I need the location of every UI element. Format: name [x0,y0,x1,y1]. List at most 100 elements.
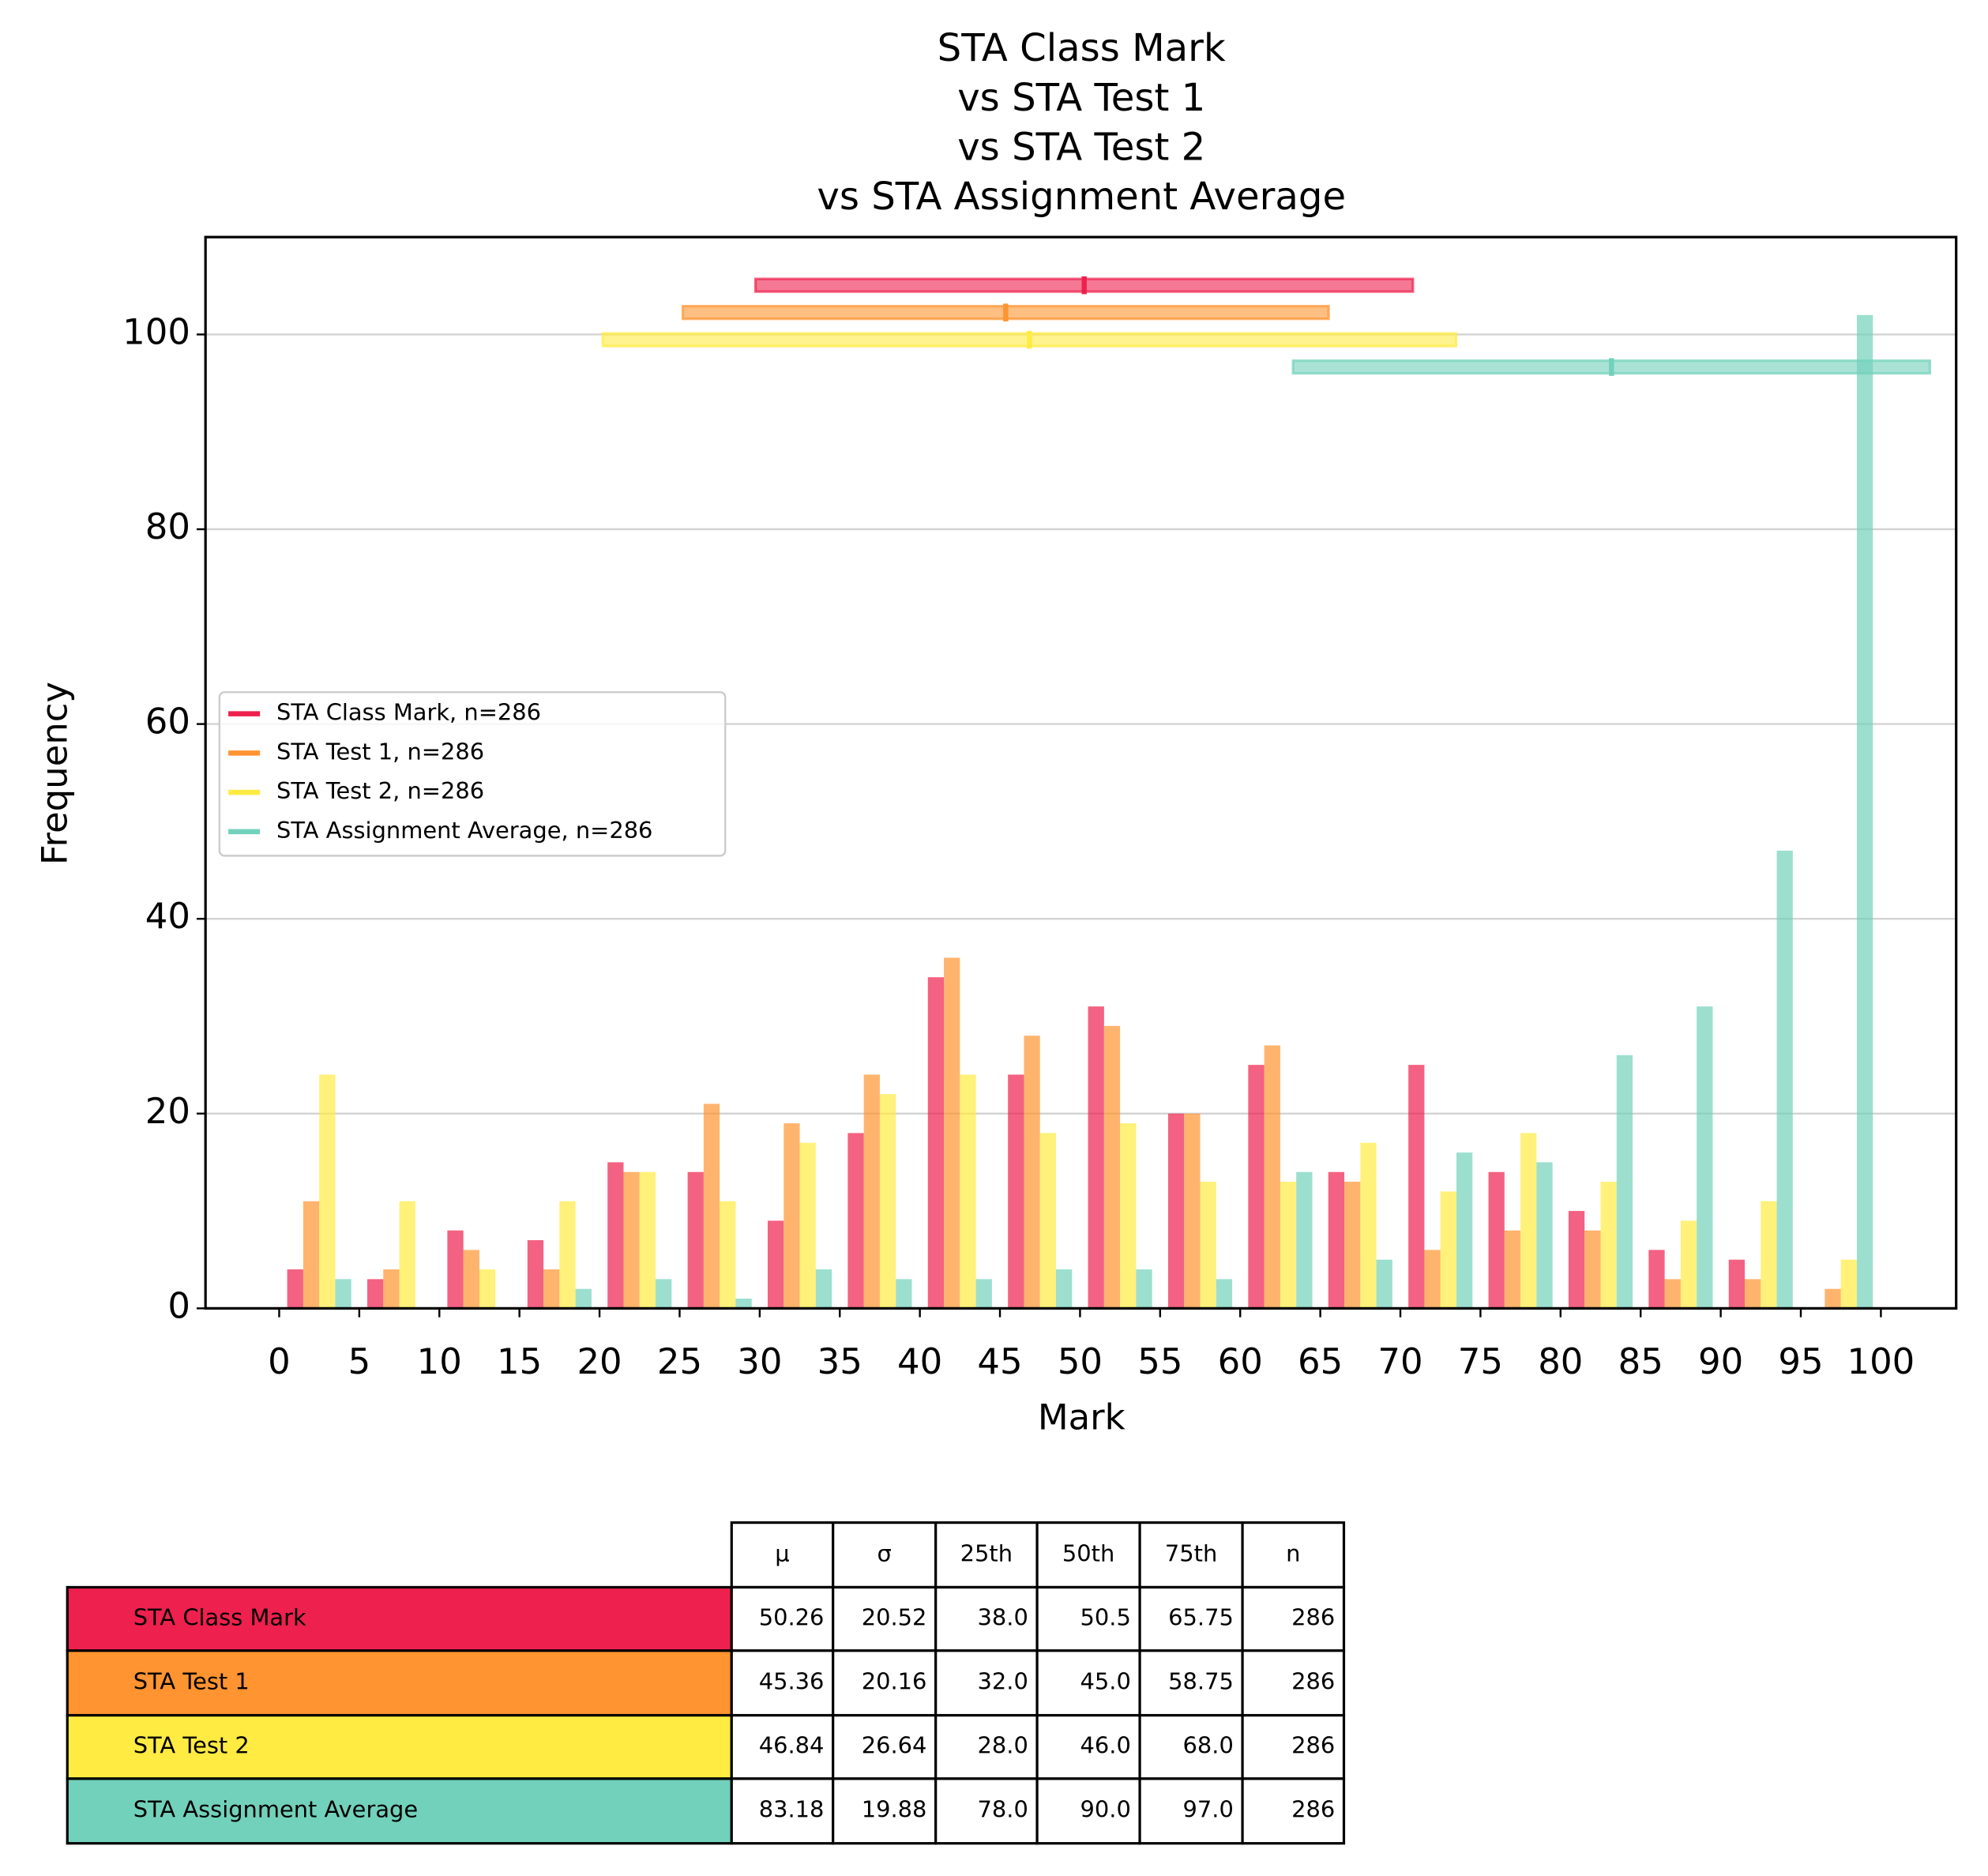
chart-title: vs STA Assignment Average [817,175,1346,219]
bar [367,1279,384,1309]
table-header-cell [934,1521,1039,1589]
table-cell [934,1649,1039,1717]
bar [559,1201,576,1309]
y-tick-label: 0 [167,1284,190,1326]
table-header-cell [832,1521,938,1589]
bar [656,1279,672,1309]
table-cell [934,1777,1039,1845]
x-tick-label: 65 [1298,1340,1343,1382]
table-row-label: STA Test 1 [133,1668,250,1695]
bar [287,1269,303,1309]
table-value: 286 [1291,1732,1335,1759]
table-cell [1241,1713,1346,1780]
bar [1328,1171,1345,1309]
bar [1680,1220,1697,1309]
table-value: 58.75 [1168,1668,1234,1695]
x-tick-label: 80 [1538,1340,1583,1382]
x-tick-label: 35 [817,1340,862,1382]
bar [815,1269,832,1309]
table-value: 97.0 [1183,1796,1234,1823]
bar [1424,1250,1441,1309]
bar [527,1240,544,1309]
bar [463,1250,479,1309]
x-tick-label: 25 [657,1340,702,1382]
table-value: 68.0 [1183,1732,1234,1759]
bar [1504,1230,1521,1309]
bar [687,1171,704,1309]
x-tick-label: 55 [1137,1340,1182,1382]
x-tick-label: 60 [1218,1340,1263,1382]
table-value: 45.0 [1080,1668,1131,1695]
bar [1103,1025,1121,1309]
table-cell [832,1649,938,1717]
table-value: 28.0 [978,1732,1028,1759]
bar [1745,1279,1761,1309]
table-value: 19.88 [862,1796,927,1823]
x-tick-label: 90 [1698,1340,1743,1382]
bar [1200,1182,1216,1309]
bar [1568,1211,1585,1309]
x-tick-label: 10 [417,1340,462,1382]
table-row-label-cell [66,1649,733,1717]
bar [1856,314,1873,1309]
bar [1136,1269,1152,1309]
table-cell [1241,1585,1346,1652]
legend-label: STA Class Mark, n=286 [276,699,541,726]
bar [1408,1065,1425,1309]
bar [1728,1259,1746,1309]
bar [399,1201,415,1309]
bar [607,1162,624,1309]
bar [1360,1142,1377,1309]
bar [784,1123,800,1309]
x-tick-label: 30 [737,1340,782,1382]
plot-frame [204,235,1958,1310]
table-value: 286 [1291,1668,1335,1695]
legend-box [218,691,727,857]
bar [319,1074,336,1309]
table-value: 50.5 [1080,1604,1131,1631]
x-tick-label: 100 [1847,1340,1915,1382]
bar [1120,1123,1137,1309]
bar [383,1269,400,1309]
x-tick-label: 20 [577,1340,622,1382]
table-value: 78.0 [978,1796,1028,1823]
bar [735,1299,752,1309]
x-tick-label: 75 [1458,1340,1503,1382]
x-tick-label: 50 [1058,1340,1103,1382]
table-header: 25th [960,1540,1013,1567]
bar [1440,1191,1456,1309]
bar [543,1269,560,1309]
bar [447,1230,464,1309]
table-value: 50.26 [759,1604,825,1631]
table-value: 20.16 [862,1668,927,1695]
table-header-cell [1035,1521,1141,1589]
table-row-label: STA Test 2 [133,1732,250,1759]
bar [1761,1201,1777,1309]
bar [863,1074,880,1309]
bar [1056,1269,1073,1309]
bar [960,1074,976,1309]
table-header: μ [775,1540,789,1567]
chart-title: STA Class Mark [938,26,1226,70]
y-tick-label: 20 [145,1090,190,1132]
bar [1296,1171,1313,1309]
bar [1840,1259,1857,1309]
bar [975,1279,992,1309]
x-tick-label: 70 [1377,1340,1422,1382]
table-header: 75th [1165,1540,1217,1567]
y-axis-label: Frequency [33,682,75,865]
table-header: σ [878,1540,892,1567]
bar [1184,1113,1201,1309]
bar [799,1142,816,1309]
bar [1584,1230,1601,1309]
x-axis-label: Mark [1038,1397,1126,1438]
table-row-label-cell [66,1713,733,1780]
x-tick-label: 40 [897,1340,942,1382]
bar [1216,1279,1233,1309]
table-value: 286 [1291,1604,1335,1631]
bar [767,1220,784,1309]
y-tick-label: 100 [122,310,190,352]
bar [1456,1152,1473,1309]
table-value: 38.0 [978,1604,1028,1631]
